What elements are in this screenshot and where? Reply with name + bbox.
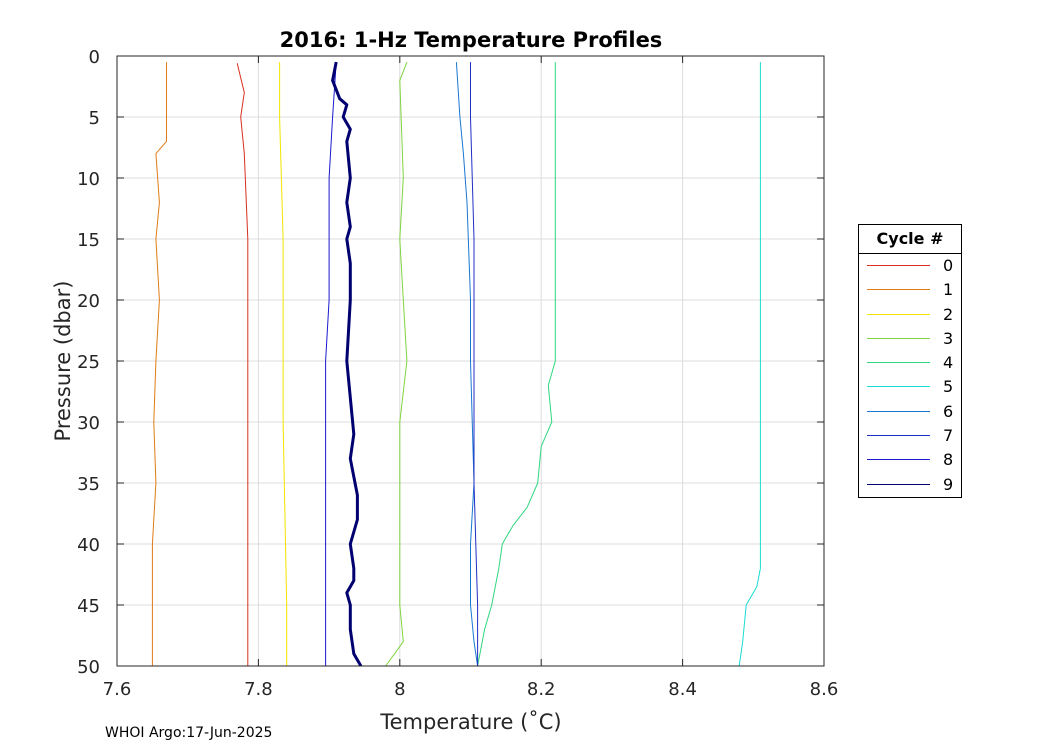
legend-item-cycle-1: 1 [859,278,961,302]
x-tick-label: 8 [394,679,405,700]
legend-swatch [867,410,930,412]
legend-label: 3 [943,328,954,348]
series-line-cycle-8 [325,62,337,666]
legend-swatch [867,337,930,339]
legend-swatch [867,483,930,485]
legend-item-cycle-2: 2 [859,303,961,327]
series-line-cycle-3 [385,61,408,667]
series-line-cycle-9 [331,61,363,667]
legend-label: 2 [943,304,954,324]
legend-label: 5 [943,377,954,397]
legend-swatch [867,362,930,364]
legend-label: 1 [943,280,954,300]
legend-item-cycle-3: 3 [859,327,961,351]
y-tick-label: 40 [77,535,100,556]
y-tick-label: 5 [89,108,100,129]
legend-swatch [867,386,930,388]
y-tick-label: 35 [77,474,100,495]
series-line-cycle-1 [151,62,167,666]
legend-label: 0 [943,256,954,275]
footer-credit: WHOI Argo:17-Jun-2025 [105,725,273,741]
x-tick-label: 8.6 [810,679,839,700]
y-tick-label: 10 [77,169,100,190]
y-tick-label: 0 [89,47,100,68]
x-tick-label: 8.2 [527,679,556,700]
series-line-cycle-2 [279,62,288,666]
series-line-cycle-6 [455,62,479,667]
y-tick-label: 30 [77,413,100,434]
legend-swatch [867,435,930,437]
legend-item-cycle-0: 0 [859,254,961,278]
series-line-cycle-5 [738,62,761,667]
legend-rows: 0 1 2 3 4 5 6 7 8 9 [859,254,961,497]
y-tick-label: 15 [77,230,100,251]
legend-item-cycle-7: 7 [859,424,961,448]
legend-item-cycle-5: 5 [859,375,961,399]
legend-item-cycle-4: 4 [859,351,961,375]
legend-label: 4 [943,353,954,373]
y-tick-label: 20 [77,291,100,312]
series-line-cycle-4 [477,62,556,667]
x-tick-label: 7.8 [244,679,273,700]
x-tick-label: 8.4 [668,679,697,700]
y-tick-label: 50 [77,657,100,678]
legend-label: 8 [943,450,954,470]
legend-label: 9 [943,474,954,494]
y-axis-label: Pressure (dbar) [51,281,75,442]
legend-swatch [867,289,930,291]
y-tick-label: 25 [77,352,100,373]
legend-label: 7 [943,426,954,446]
x-axis-label: Temperature (˚C) [379,710,561,734]
legend-title: Cycle # [859,225,961,254]
legend-swatch [867,313,930,315]
legend: Cycle # 0 1 2 3 4 5 6 7 8 9 [858,224,962,498]
y-tick-label: 45 [77,596,100,617]
legend-item-cycle-8: 8 [859,448,961,472]
axis-ticks: 7.6 7.8 8 8.2 8.4 8.6 0 5 10 15 20 25 30 35 40 45 50 [77,47,838,700]
chart-title: 2016: 1-Hz Temperature Profiles [280,28,663,52]
series-group [151,61,761,667]
legend-item-cycle-6: 6 [859,400,961,424]
legend-swatch [867,459,930,461]
legend-swatch [867,265,930,266]
legend-label: 6 [943,401,954,421]
series-line-cycle-0 [236,63,249,666]
series-line-cycle-7 [470,62,479,666]
legend-item-cycle-9: 9 [859,473,961,497]
x-tick-label: 7.6 [103,679,132,700]
